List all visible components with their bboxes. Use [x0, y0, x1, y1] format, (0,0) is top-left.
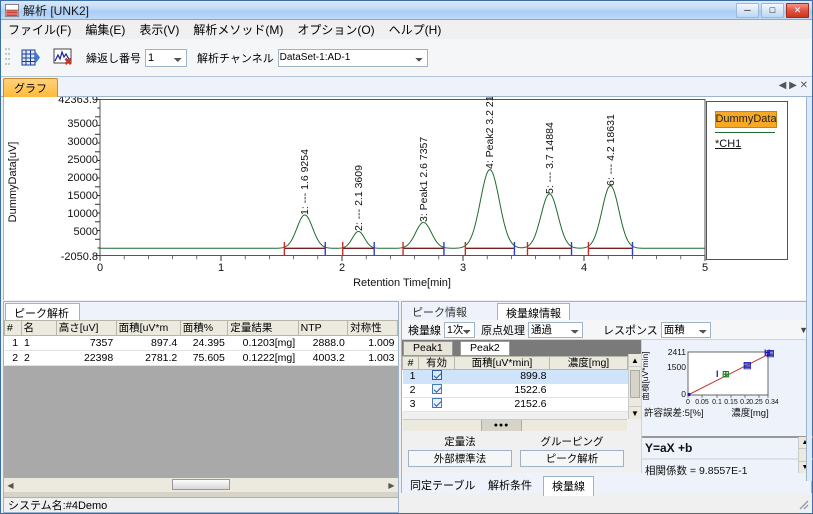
svg-text:⊞: ⊞: [722, 369, 730, 379]
svg-text:0.25: 0.25: [749, 399, 763, 406]
svg-text:4: Peak2 3.2 21988: 4: Peak2 3.2 21988: [484, 97, 496, 169]
svg-text:3: 3: [460, 262, 466, 274]
svg-text:面積[uV*min]: 面積[uV*min]: [642, 351, 650, 400]
svg-text:5: 5: [702, 262, 708, 274]
svg-text:Y=aX +b: Y=aX +b: [645, 441, 692, 455]
svg-text:I: I: [716, 369, 719, 379]
svg-text:0.15: 0.15: [724, 399, 738, 406]
svg-text:0.05: 0.05: [695, 399, 709, 406]
svg-text:0: 0: [686, 399, 690, 406]
svg-text:2411: 2411: [668, 347, 687, 357]
svg-text:20000: 20000: [67, 172, 98, 184]
svg-text:1: 1: [218, 262, 224, 274]
svg-text:10000: 10000: [67, 208, 98, 220]
svg-text:0.34: 0.34: [765, 399, 779, 406]
svg-text:2: 2: [339, 262, 345, 274]
svg-text:DummyData[uV]: DummyData[uV]: [7, 142, 19, 223]
svg-text:30000: 30000: [67, 136, 98, 148]
svg-text:2: --- 2.1 3609: 2: --- 2.1 3609: [353, 165, 365, 231]
svg-text:Retention Time[min]: Retention Time[min]: [353, 277, 451, 289]
svg-text:15000: 15000: [67, 190, 98, 202]
svg-text:1: --- 1.6 9254: 1: --- 1.6 9254: [299, 149, 311, 215]
svg-text:許容誤差:5[%]: 許容誤差:5[%]: [644, 407, 704, 419]
svg-text:0: 0: [681, 389, 686, 399]
svg-text:25000: 25000: [67, 154, 98, 166]
svg-text:▤: ▤: [743, 360, 752, 370]
svg-text:4: 4: [581, 262, 587, 274]
svg-text:42363.9: 42363.9: [58, 97, 98, 106]
svg-text:▤: ▤: [766, 348, 775, 358]
svg-text:5000: 5000: [74, 226, 98, 238]
svg-text:1500: 1500: [667, 362, 686, 372]
svg-text:3: Peak1 2.6 7357: 3: Peak1 2.6 7357: [418, 137, 430, 222]
svg-text:5: --- 3.7 14884: 5: --- 3.7 14884: [544, 122, 556, 194]
svg-text:6: --- 4.2 18631: 6: --- 4.2 18631: [605, 114, 617, 186]
svg-text:✖: ✖: [64, 57, 72, 68]
svg-text:0: 0: [97, 262, 103, 274]
svg-text:-2050.8: -2050.8: [61, 251, 98, 263]
svg-text:濃度[mg]: 濃度[mg]: [731, 407, 768, 419]
svg-text:0.1: 0.1: [712, 399, 722, 406]
svg-text:35000: 35000: [67, 118, 98, 130]
